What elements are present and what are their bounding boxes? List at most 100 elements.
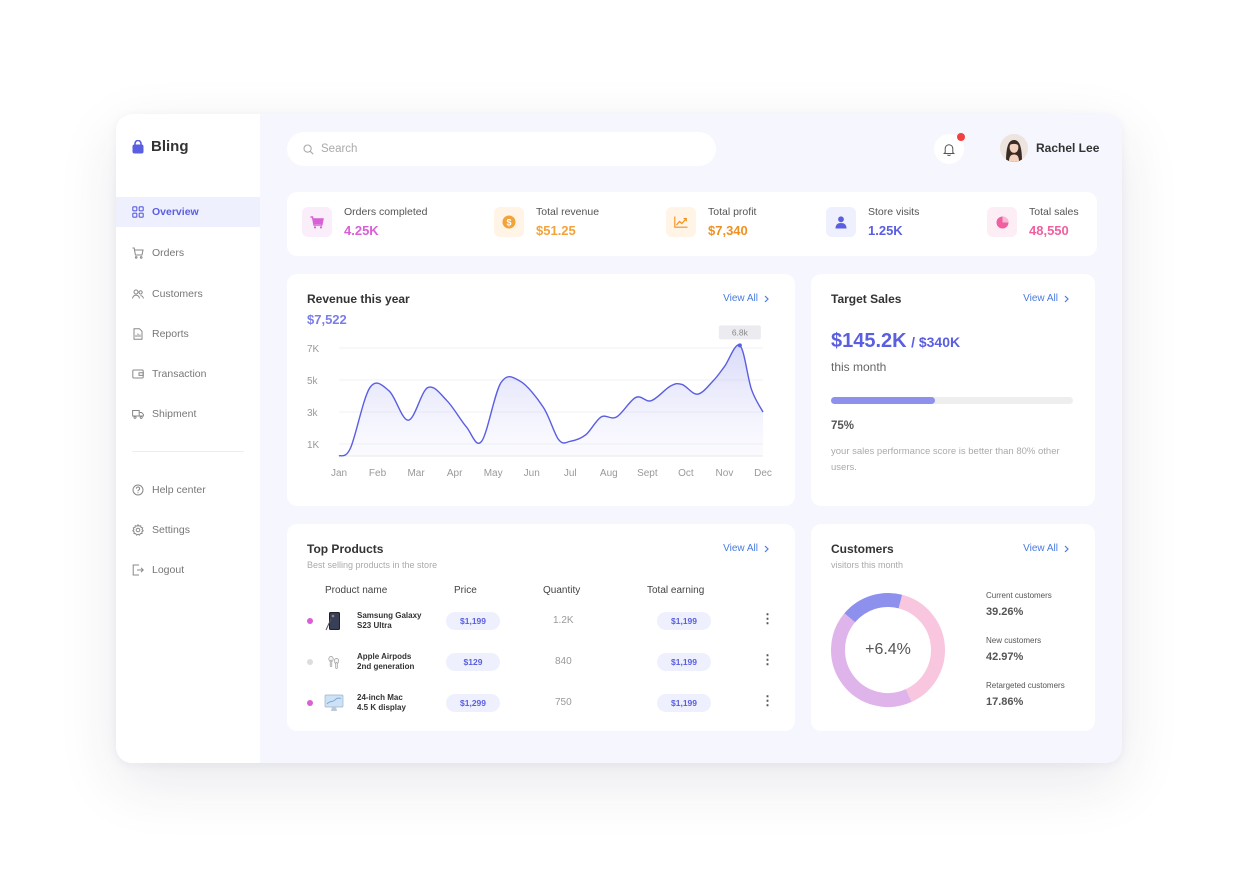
view-all-link[interactable]: View All xyxy=(723,543,769,554)
performance-note: your sales performance score is better t… xyxy=(831,446,1060,473)
sidebar-item-reports[interactable]: Reports xyxy=(116,319,260,349)
truck-icon xyxy=(132,410,144,419)
stat-total-profit: Total profit $7,340 xyxy=(666,206,756,238)
more-options-icon[interactable]: ⋮ xyxy=(761,652,774,667)
search-input[interactable] xyxy=(321,143,681,155)
status-dot xyxy=(307,659,313,665)
bag-icon xyxy=(132,139,144,153)
chevron-right-icon xyxy=(1064,545,1069,552)
sidebar-item-customers[interactable]: Customers xyxy=(116,279,260,309)
sidebar-item-overview[interactable]: Overview xyxy=(116,197,260,227)
more-options-icon[interactable]: ⋮ xyxy=(761,693,774,708)
bell-icon xyxy=(943,143,955,156)
search-bar[interactable] xyxy=(287,132,716,166)
pie-icon xyxy=(987,207,1017,237)
quantity: 750 xyxy=(555,697,572,708)
wallet-icon xyxy=(132,369,144,379)
sidebar-item-settings[interactable]: Settings xyxy=(116,515,260,545)
product-name: 24-inch Mac 4.5 K display xyxy=(357,693,406,713)
gear-icon xyxy=(132,524,144,536)
y-tick-label: 1K xyxy=(307,440,320,451)
legend-item: Current customers 39.26% xyxy=(986,591,1052,618)
notification-button[interactable] xyxy=(934,133,965,164)
sidebar-item-label: Customers xyxy=(152,288,203,300)
sidebar-item-label: Orders xyxy=(152,247,185,259)
legend-value: 39.26% xyxy=(986,606,1024,618)
x-tick-label: Aug xyxy=(600,468,618,479)
progress-percent: 75% xyxy=(831,420,855,432)
column-header: Total earning xyxy=(647,585,705,596)
donut-center-label: +6.4% xyxy=(865,641,911,658)
avatar xyxy=(1000,134,1028,162)
view-all-link[interactable]: View All xyxy=(723,293,769,304)
earning-badge: $1,199 xyxy=(657,653,711,671)
airpods-icon xyxy=(325,653,343,674)
target-period: this month xyxy=(831,360,887,374)
stat-orders-completed: Orders completed 4.25K xyxy=(302,206,427,238)
cart-icon xyxy=(132,247,144,259)
sidebar-item-help-center[interactable]: Help center xyxy=(116,475,260,505)
product-name-line2: S23 Ultra xyxy=(357,621,392,630)
more-options-icon[interactable]: ⋮ xyxy=(761,611,774,626)
monitor-icon xyxy=(324,694,344,715)
status-dot xyxy=(307,700,313,706)
view-all-link[interactable]: View All xyxy=(1023,543,1069,554)
stat-value: $51.25 xyxy=(536,223,576,238)
sidebar-item-logout[interactable]: Logout xyxy=(116,555,260,585)
donut-segment xyxy=(831,613,912,707)
legend-label: Current customers xyxy=(986,591,1052,600)
card-title: Customers xyxy=(831,542,894,556)
help-icon xyxy=(132,484,144,496)
card-title: Top Products xyxy=(307,542,384,556)
stat-label: Total revenue xyxy=(536,206,600,218)
status-dot xyxy=(307,618,313,624)
table-row[interactable]: 24-inch Mac 4.5 K display $1,299 750 $1,… xyxy=(287,689,795,719)
target-sales-card: Target Sales View All $145.2K / $340K th… xyxy=(811,274,1095,506)
product-name-line2: 2nd generation xyxy=(357,662,415,671)
sidebar-divider xyxy=(132,451,244,452)
table-row[interactable]: Samsung Galaxy S23 Ultra $1,199 1.2K $1,… xyxy=(287,607,795,637)
product-name: Apple Airpods 2nd generation xyxy=(357,652,414,672)
users-icon xyxy=(132,289,144,299)
stat-value: $7,340 xyxy=(708,223,748,238)
legend-value: 17.86% xyxy=(986,696,1024,708)
brand[interactable]: Bling xyxy=(132,138,189,155)
person-icon xyxy=(826,207,856,237)
x-tick-label: Jan xyxy=(331,468,347,479)
x-tick-label: May xyxy=(484,468,503,479)
view-all-label: View All xyxy=(1023,293,1058,304)
column-header: Product name xyxy=(325,585,388,596)
chevron-right-icon xyxy=(764,295,769,302)
user-menu[interactable]: Rachel Lee xyxy=(1000,134,1099,162)
x-tick-label: Feb xyxy=(369,468,387,479)
column-header: Price xyxy=(454,585,477,596)
table-row[interactable]: Apple Airpods 2nd generation $129 840 $1… xyxy=(287,648,795,678)
price-badge: $1,299 xyxy=(446,694,500,712)
sidebar-item-transaction[interactable]: Transaction xyxy=(116,359,260,389)
sidebar-item-label: Logout xyxy=(152,564,185,576)
target-amount: $145.2K / $340K xyxy=(831,330,960,353)
product-name: Samsung Galaxy S23 Ultra xyxy=(357,611,421,631)
customers-card: Customers visitors this month View All +… xyxy=(811,524,1095,731)
cart-icon xyxy=(302,207,332,237)
sidebar-item-orders[interactable]: Orders xyxy=(116,238,260,268)
y-tick-label: 7K xyxy=(307,344,320,355)
view-all-link[interactable]: View All xyxy=(1023,293,1069,304)
revenue-chart: 7K 5k 3k 1K Jan Feb Mar Apr May Jun Jul Aug Sept Oct N… xyxy=(307,325,772,479)
revenue-line xyxy=(338,344,764,457)
stat-label: Total profit xyxy=(708,206,757,218)
product-name-line2: 4.5 K display xyxy=(357,703,406,712)
phone-icon xyxy=(325,611,343,634)
x-tick-label: Oct xyxy=(678,468,694,479)
target-goal: / $340K xyxy=(911,334,961,350)
stat-store-visits: Store visits 1.25K xyxy=(826,206,919,238)
revenue-total: $7,522 xyxy=(307,312,347,327)
stat-value: 48,550 xyxy=(1029,223,1069,238)
top-products-card: Top Products Best selling products in th… xyxy=(287,524,795,731)
product-name-line1: Samsung Galaxy xyxy=(357,611,422,620)
donut-segment xyxy=(844,593,903,623)
view-all-label: View All xyxy=(1023,543,1058,554)
brand-name: Bling xyxy=(151,138,189,155)
sidebar-item-shipment[interactable]: Shipment xyxy=(116,399,260,429)
price-badge: $129 xyxy=(446,653,500,671)
